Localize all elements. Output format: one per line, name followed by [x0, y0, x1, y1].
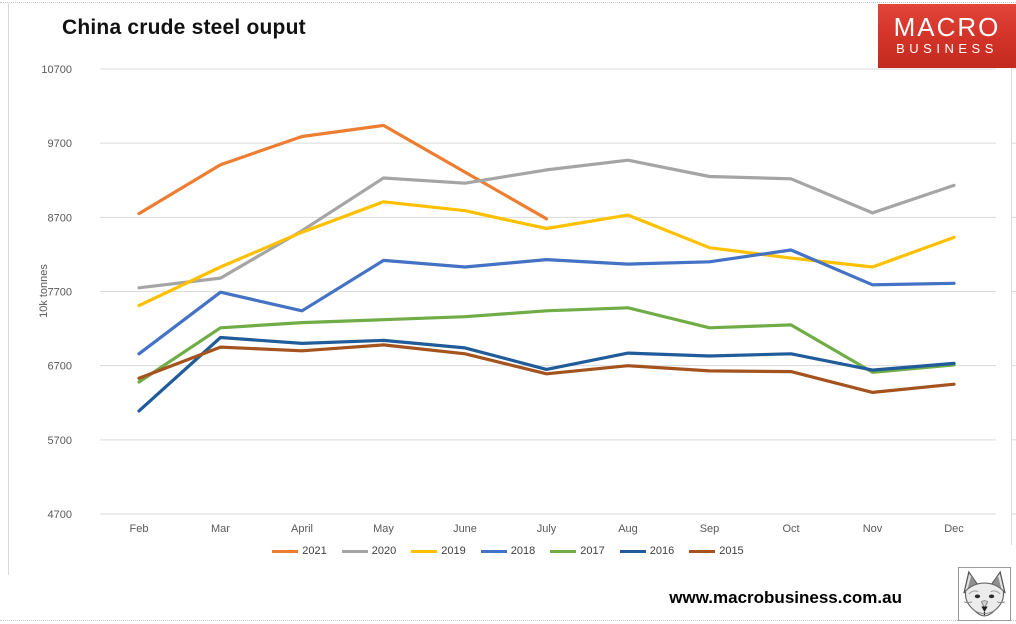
x-tick-label: June — [453, 523, 477, 535]
legend-swatch-2020 — [341, 549, 368, 553]
chart-canvas: 10700 9700 8700 7700 6700 5700 4700 Feb Mar April… — [38, 62, 1016, 545]
legend-swatch-2016 — [619, 549, 646, 553]
legend-swatch-2019 — [411, 549, 438, 553]
x-tick-label: Sep — [700, 523, 720, 535]
fox-head-icon — [963, 570, 1006, 617]
chart-title: China crude steel ouput — [62, 16, 306, 39]
x-tick-label: May — [373, 523, 394, 535]
x-tick-label: Oct — [782, 523, 799, 535]
website-link: www.macrobusiness.com.au — [669, 588, 902, 607]
y-tick-label: 8700 — [48, 212, 72, 224]
logo-text-business: BUSINESS — [896, 41, 998, 56]
legend-item-2021: 2021 — [272, 545, 327, 557]
legend-label-2018: 2018 — [510, 545, 536, 557]
series-line-2016 — [137, 335, 956, 413]
y-axis-title: 10k tonnes — [38, 264, 50, 318]
macrobusiness-logo: MACRO BUSINESS — [878, 4, 1016, 68]
chart-legend: 2021 2020 2019 2018 2017 2016 2015 — [0, 545, 1016, 557]
legend-swatch-2021 — [272, 549, 299, 553]
series-line-2020 — [137, 158, 956, 290]
legend-item-2015: 2015 — [689, 545, 744, 557]
logo-text-macro: MACRO — [893, 12, 1001, 42]
page-bottom-border — [0, 620, 1016, 621]
series-line-2017 — [137, 306, 956, 384]
x-tick-label: Dec — [944, 523, 964, 535]
y-tick-label: 9700 — [48, 138, 72, 150]
page-left-border — [8, 3, 9, 575]
legend-swatch-2018 — [480, 549, 507, 553]
legend-label-2015: 2015 — [719, 545, 744, 557]
legend-item-2016: 2016 — [619, 545, 675, 557]
legend-item-2017: 2017 — [550, 545, 605, 557]
legend-item-2018: 2018 — [480, 545, 536, 557]
legend-label-2019: 2019 — [441, 545, 466, 557]
legend-swatch-2017 — [550, 549, 577, 553]
legend-label-2021: 2021 — [302, 545, 327, 557]
legend-item-2020: 2020 — [341, 545, 397, 557]
page-top-border — [0, 2, 1016, 3]
y-tick-label: 4700 — [48, 509, 72, 521]
x-tick-label: July — [537, 523, 557, 535]
x-tick-label: Nov — [863, 523, 883, 535]
x-tick-label: Mar — [211, 523, 230, 535]
y-tick-label: 10700 — [41, 64, 72, 76]
legend-label-2020: 2020 — [371, 545, 397, 557]
y-tick-label: 5700 — [48, 435, 72, 447]
legend-swatch-2015 — [689, 549, 716, 553]
x-tick-label: April — [291, 523, 313, 535]
x-tick-label: Aug — [618, 523, 638, 535]
legend-label-2016: 2016 — [649, 545, 675, 557]
legend-item-2019: 2019 — [411, 545, 466, 557]
series-line-2015 — [137, 343, 956, 394]
y-tick-label: 6700 — [48, 361, 72, 373]
fox-logo-frame — [958, 567, 1011, 621]
y-tick-label: 7700 — [48, 287, 72, 299]
legend-label-2017: 2017 — [580, 545, 605, 557]
x-tick-label: Feb — [130, 523, 149, 535]
series-line-2018 — [137, 248, 956, 356]
